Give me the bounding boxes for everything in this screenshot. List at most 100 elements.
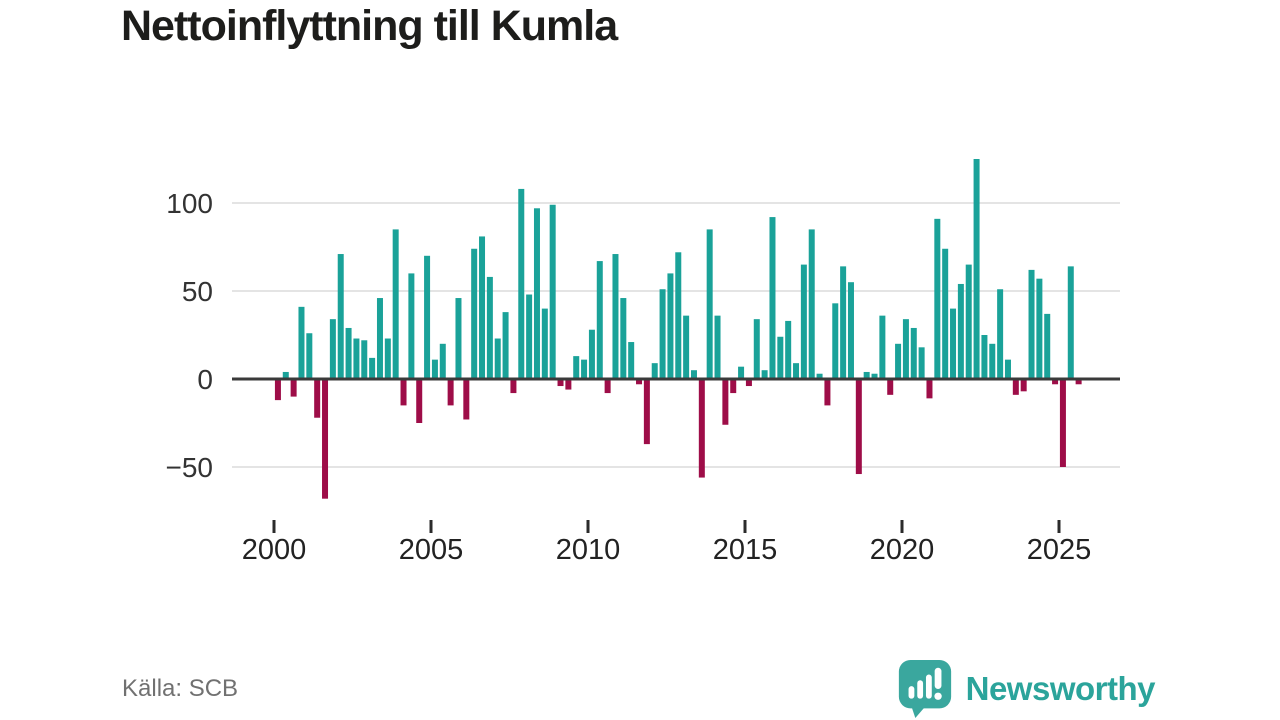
bar xyxy=(588,329,595,379)
bar xyxy=(714,315,721,379)
bar xyxy=(675,252,682,379)
bar xyxy=(1020,379,1027,392)
bar xyxy=(1052,379,1059,385)
bar xyxy=(816,373,823,379)
newsworthy-logo: Newsworthy xyxy=(896,659,1156,719)
x-tick-label: 2020 xyxy=(870,534,935,566)
y-tick-label: 100 xyxy=(166,188,213,219)
bar xyxy=(636,379,643,385)
bar xyxy=(847,282,854,379)
bar xyxy=(518,188,525,379)
bar xyxy=(651,363,658,379)
bar xyxy=(604,379,611,394)
bar xyxy=(643,379,650,445)
bar xyxy=(706,229,713,379)
bar xyxy=(855,379,862,475)
bar xyxy=(447,379,454,406)
bar xyxy=(337,254,344,379)
bar xyxy=(793,363,800,379)
bar xyxy=(777,336,784,379)
source-note: Källa: SCB xyxy=(122,675,239,702)
bar xyxy=(361,340,368,379)
bar xyxy=(290,379,297,397)
bar xyxy=(989,343,996,379)
bar xyxy=(808,229,815,379)
bar xyxy=(730,379,737,394)
bar xyxy=(282,371,289,379)
bar xyxy=(455,298,462,379)
bar xyxy=(832,303,839,379)
bar xyxy=(463,379,470,420)
y-tick-label: 50 xyxy=(182,276,213,307)
bar xyxy=(353,338,360,379)
bar xyxy=(667,273,674,379)
bar xyxy=(871,373,878,379)
bar xyxy=(1067,266,1074,379)
bar xyxy=(533,208,540,379)
bar xyxy=(557,379,564,387)
bar xyxy=(479,236,486,379)
y-tick-label: −50 xyxy=(166,452,214,483)
bar xyxy=(314,379,321,418)
bar xyxy=(1075,379,1082,385)
bar xyxy=(769,217,776,379)
bar xyxy=(298,306,305,379)
bar xyxy=(918,347,925,379)
bar xyxy=(745,379,752,387)
bar xyxy=(486,276,493,379)
bar xyxy=(997,289,1004,379)
bar xyxy=(526,294,533,379)
bar xyxy=(942,248,949,379)
bar xyxy=(1012,379,1019,395)
bar xyxy=(1036,278,1043,379)
bar xyxy=(785,320,792,379)
bar xyxy=(384,338,391,379)
bar-chart: 2000 2005 2010 2015 2020 2025 100 50 0 −50 xyxy=(166,159,1120,566)
bar xyxy=(738,366,745,379)
bar xyxy=(581,359,588,379)
bar xyxy=(541,308,548,379)
bar xyxy=(957,283,964,379)
bar xyxy=(573,356,580,379)
bar xyxy=(431,359,438,379)
bar xyxy=(1028,269,1035,379)
bar xyxy=(494,338,501,379)
bar xyxy=(698,379,705,478)
bar xyxy=(895,343,902,379)
bar xyxy=(392,229,399,379)
x-tick-label: 2005 xyxy=(399,534,464,566)
bar xyxy=(502,312,509,379)
bar xyxy=(683,315,690,379)
bar xyxy=(887,379,894,395)
bar xyxy=(424,255,431,379)
x-tick-label: 2010 xyxy=(556,534,621,566)
bar xyxy=(565,379,572,390)
y-tick-label: 0 xyxy=(197,364,213,395)
bar xyxy=(863,371,870,379)
bar xyxy=(1059,379,1066,467)
bar xyxy=(274,379,281,401)
bar xyxy=(612,254,619,379)
bar xyxy=(761,370,768,379)
bar xyxy=(549,204,556,379)
bar xyxy=(824,379,831,406)
bar xyxy=(416,379,423,423)
bar xyxy=(910,327,917,379)
bar xyxy=(902,319,909,379)
bar xyxy=(329,319,336,379)
bar xyxy=(690,370,697,379)
bar xyxy=(306,333,313,379)
bar xyxy=(800,264,807,379)
bar xyxy=(722,379,729,425)
bar xyxy=(510,379,517,394)
bar xyxy=(400,379,407,406)
bar xyxy=(973,159,980,379)
bar xyxy=(965,264,972,379)
bar xyxy=(950,308,957,379)
brand-name: Newsworthy xyxy=(965,670,1156,707)
bar xyxy=(408,273,415,379)
bar xyxy=(620,298,627,379)
bar xyxy=(659,289,666,379)
bar xyxy=(628,342,635,379)
